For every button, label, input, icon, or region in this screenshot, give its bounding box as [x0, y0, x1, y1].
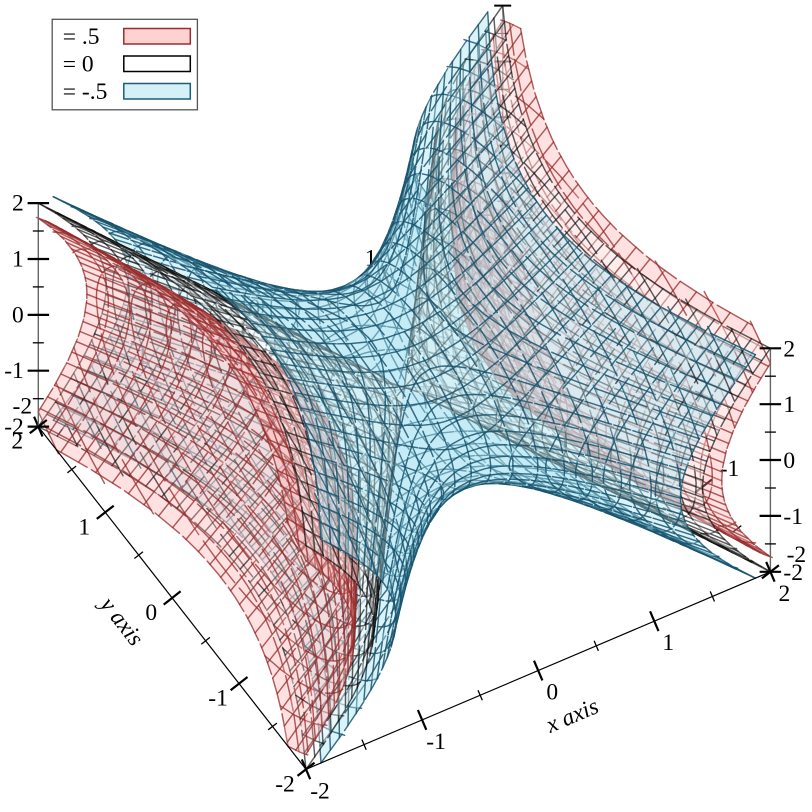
svg-text:0: 0 [783, 448, 795, 474]
svg-text:-2: -2 [787, 542, 807, 568]
svg-text:1: 1 [365, 246, 377, 272]
svg-text:2: 2 [12, 191, 24, 217]
svg-text:-1: -1 [720, 456, 740, 482]
svg-text:-2: -2 [783, 560, 803, 586]
svg-text:= 0: = 0 [63, 52, 94, 78]
svg-text:-1: -1 [426, 729, 446, 755]
svg-text:2: 2 [779, 581, 791, 607]
svg-text:1: 1 [662, 630, 674, 656]
svg-text:2: 2 [11, 429, 23, 455]
svg-text:-2: -2 [275, 771, 295, 797]
svg-text:-1: -1 [208, 686, 228, 712]
svg-text:2: 2 [783, 336, 795, 362]
svg-text:= .5: = .5 [63, 24, 100, 50]
svg-text:0: 0 [249, 295, 261, 321]
svg-text:1: 1 [78, 514, 90, 540]
svg-text:-1: -1 [4, 358, 24, 384]
svg-text:1: 1 [783, 392, 795, 418]
svg-text:0: 0 [145, 600, 157, 626]
svg-text:-2: -2 [4, 414, 24, 440]
svg-text:-1: -1 [783, 504, 803, 530]
svg-text:= -.5: = -.5 [63, 79, 108, 105]
svg-text:0: 0 [546, 680, 558, 706]
svg-text:0: 0 [12, 302, 24, 328]
svg-text:-2: -2 [310, 778, 330, 804]
svg-text:1: 1 [12, 247, 24, 273]
svg-text:0: 0 [657, 370, 669, 396]
svg-text:-2: -2 [13, 394, 33, 420]
svg-text:2: 2 [523, 199, 535, 225]
